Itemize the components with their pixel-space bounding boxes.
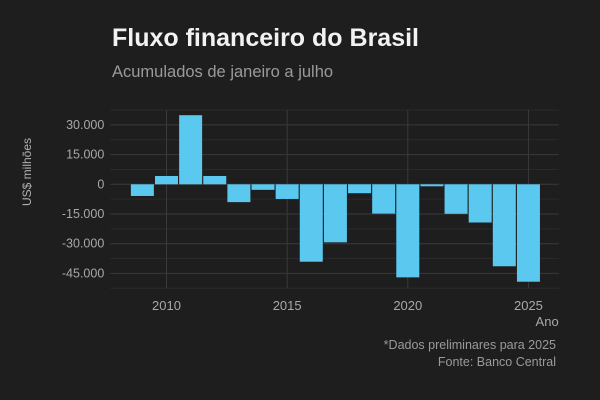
svg-text:2015: 2015: [273, 298, 302, 313]
svg-text:2010: 2010: [152, 298, 181, 313]
svg-text:2020: 2020: [393, 298, 422, 313]
svg-text:Ano: Ano: [536, 314, 559, 329]
svg-text:-45.000: -45.000: [62, 266, 104, 280]
svg-text:15.000: 15.000: [66, 148, 104, 162]
svg-text:-15.000: -15.000: [62, 207, 104, 221]
svg-text:-30.000: -30.000: [62, 237, 104, 251]
svg-text:0: 0: [97, 177, 104, 191]
svg-text:2025: 2025: [514, 298, 543, 313]
svg-text:30.000: 30.000: [66, 118, 104, 132]
